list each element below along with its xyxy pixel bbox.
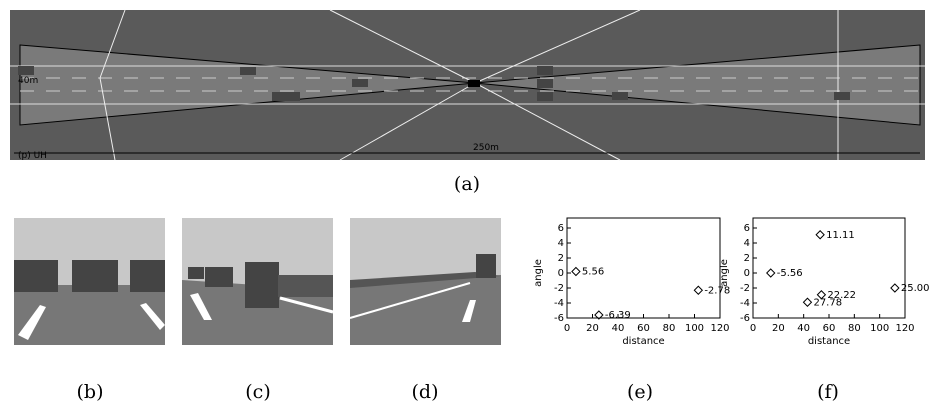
x-tick-label: 80 [663,323,676,334]
caption: (b) [77,381,104,403]
x-tick-label: 120 [895,323,914,334]
caption: (d) [412,381,439,403]
x-tick-label: 100 [685,323,704,334]
y-tick-label: -4 [740,298,750,309]
point [803,298,811,306]
y-tick-label: -2 [740,283,750,294]
y-axis-label: angle [533,259,544,287]
y-tick-label: 0 [558,268,564,279]
y-tick-label: -6 [740,313,750,324]
point [694,286,702,294]
point-label: 22.22 [827,290,856,301]
y-axis-label: angle [719,259,730,287]
y-tick-label: 0 [744,268,750,279]
point-label: -6.39 [605,310,631,321]
x-tick-label: 120 [710,323,729,334]
point-label: 5.56 [582,267,604,278]
caption: (f) [817,381,839,403]
x-tick-label: 60 [823,323,836,334]
point [891,284,899,292]
x-tick-label: 40 [612,323,625,334]
point-label: 11.11 [826,230,855,241]
caption: (a) [454,173,480,195]
x-axis-label: distance [622,336,664,347]
y-tick-label: 2 [744,253,750,264]
point-label: 25.00 [901,283,930,294]
corner-label: (p) UH [18,151,47,161]
x-axis-label: distance [808,336,850,347]
y-tick-label: 6 [744,223,750,234]
y-tick-label: 4 [744,238,750,249]
y-tick-label: 6 [558,223,564,234]
x-tick-label: 20 [772,323,785,334]
camera-view [14,218,165,345]
width-label: 40m [18,76,38,86]
point-label: -5.56 [777,268,803,279]
figure: 40m 250m (p) UH (a)(b)(c)(d)(e)(f) 02040… [0,0,932,410]
length-label: 250m [473,143,499,153]
y-tick-label: -6 [554,313,564,324]
x-tick-label: 0 [750,323,756,334]
point [572,268,580,276]
camera-view [350,218,501,345]
point [816,231,824,239]
y-tick-label: -2 [554,283,564,294]
camera-view [182,218,333,345]
x-tick-label: 0 [564,323,570,334]
x-tick-label: 40 [797,323,810,334]
figure-canvas: 40m 250m (p) UH (a)(b)(c)(d)(e)(f) 02040… [0,0,932,410]
y-tick-label: 4 [558,238,564,249]
y-tick-label: -4 [554,298,564,309]
caption: (c) [245,381,270,403]
road-overview: 40m 250m (p) UH [10,10,925,161]
x-tick-label: 60 [637,323,650,334]
y-tick-label: 2 [558,253,564,264]
caption: (e) [627,381,653,403]
point [767,269,775,277]
x-tick-label: 80 [848,323,861,334]
x-tick-label: 20 [586,323,599,334]
x-tick-label: 100 [870,323,889,334]
